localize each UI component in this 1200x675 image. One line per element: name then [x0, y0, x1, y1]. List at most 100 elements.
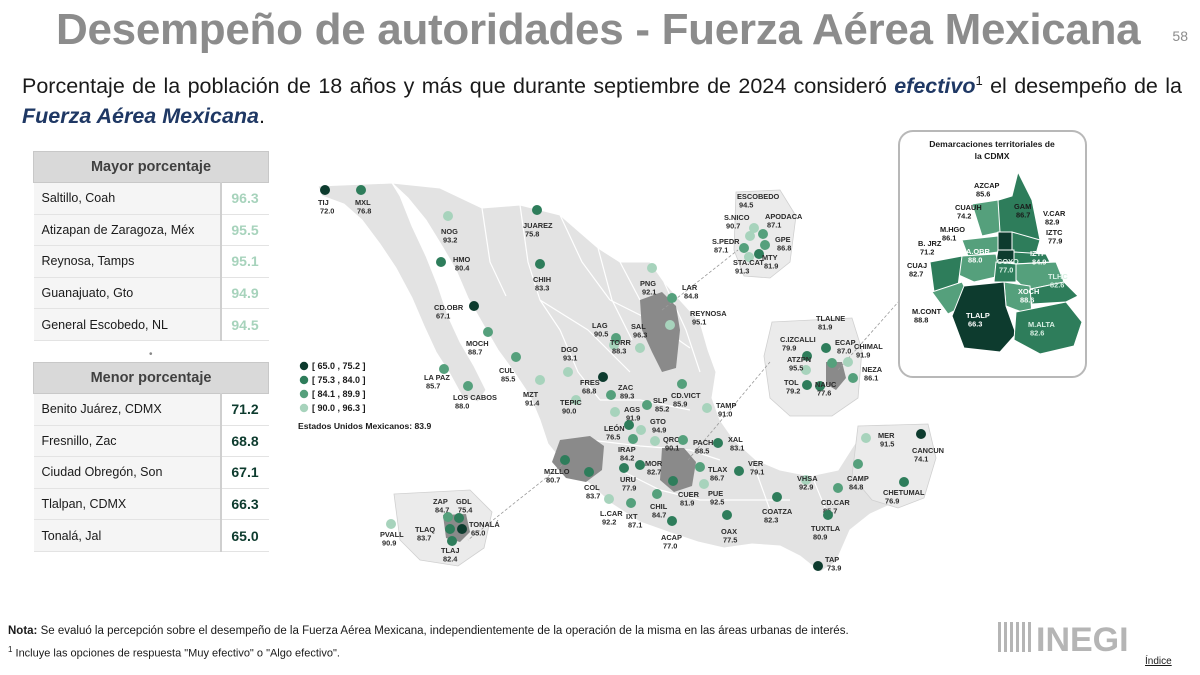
city-dot	[652, 489, 662, 499]
city-label: GPE	[775, 235, 791, 244]
city-label: IRAP	[618, 445, 636, 454]
index-link[interactable]: Índice	[1145, 656, 1172, 667]
district-label: AZCAP	[974, 181, 1000, 190]
city-dot	[628, 434, 638, 444]
city-label: TAP	[825, 555, 839, 564]
district-label: IZTP	[1030, 249, 1046, 258]
subtitle-text-1: Porcentaje de la población de 18 años y …	[22, 74, 895, 99]
table-row: Tlalpan, CDMX 66.3	[33, 488, 269, 521]
city-dot	[447, 536, 457, 546]
footnote-text: Incluye las opciones de respuesta "Muy e…	[12, 647, 340, 660]
city-dot	[899, 477, 909, 487]
city-name: Benito Juárez, CDMX	[33, 393, 221, 426]
city-dot	[827, 358, 837, 368]
district-label: TLHC	[1048, 272, 1068, 281]
city-dot	[677, 379, 687, 389]
city-dot	[469, 301, 479, 311]
city-label: DGO	[561, 345, 578, 354]
city-value: 96.3	[633, 331, 647, 340]
district-value: 74.2	[957, 212, 971, 221]
city-value: 76.5	[606, 433, 620, 442]
district-value: 82.6	[1050, 281, 1064, 290]
city-dot	[916, 429, 926, 439]
city-value: 92.1	[642, 288, 656, 297]
city-dot	[667, 516, 677, 526]
city-value: 86.8	[777, 244, 791, 253]
district-tlalp	[951, 281, 1017, 353]
city-value: 75.8	[525, 230, 539, 239]
city-label: ECAP	[835, 338, 856, 347]
city-label: LOS CABOS	[453, 393, 497, 402]
city-value: 87.0	[837, 347, 851, 356]
footnote-marker: 1	[8, 645, 13, 654]
city-name: Fresnillo, Zac	[33, 425, 221, 458]
city-label: APODACA	[765, 212, 803, 221]
city-label: MXL	[355, 198, 371, 207]
city-dot	[702, 403, 712, 413]
city-label: AGS	[624, 405, 640, 414]
city-dot	[647, 263, 657, 273]
district-coyo	[993, 261, 1017, 283]
city-label: QRO	[663, 435, 680, 444]
city-label: MZT	[523, 390, 539, 399]
city-dot	[802, 380, 812, 390]
city-value: 77.0	[663, 542, 677, 551]
city-value: 80.7	[546, 476, 560, 485]
city-dot	[758, 229, 768, 239]
city-value: 95.1	[692, 318, 706, 327]
city-value: 94.9	[219, 277, 269, 310]
separator-dot: •	[149, 349, 153, 360]
city-dot	[843, 357, 853, 367]
city-label: CD.OBR	[434, 303, 464, 312]
district-label: B. JRZ	[918, 239, 942, 248]
city-value: 91.4	[525, 399, 540, 408]
city-label: URU	[620, 475, 636, 484]
city-dot	[722, 510, 732, 520]
inegi-logo[interactable]: INEGI	[996, 618, 1174, 658]
city-value: 81.9	[680, 499, 694, 508]
city-label: LEÓN	[604, 424, 625, 433]
city-label: NOG	[441, 227, 458, 236]
inset-valle-mexico	[763, 317, 863, 417]
legend-label-2: [ 75.3 , 84.0 ]	[312, 375, 366, 385]
city-value: 92.9	[799, 483, 813, 492]
city-dot	[745, 231, 755, 241]
table-row: General Escobedo, NL 94.5	[33, 308, 269, 341]
city-label: MER	[878, 431, 895, 440]
city-name: Atizapan de Zaragoza, Méx	[33, 214, 221, 247]
city-dot	[754, 249, 764, 259]
city-label: CHETUMAL	[883, 488, 925, 497]
subtitle-highlight-effective: efectivo	[894, 74, 976, 99]
city-dot	[571, 395, 581, 405]
city-label: PNG	[640, 279, 656, 288]
city-name: Saltillo, Coah	[33, 182, 221, 215]
table-row: Saltillo, Coah 96.3	[33, 182, 269, 215]
inset-yucatan	[851, 423, 937, 509]
district-label: M.ALTA	[1028, 320, 1055, 329]
city-label: PVALL	[380, 530, 404, 539]
city-label: CD.VICT	[671, 391, 701, 400]
legend-label-4: [ 90.0 , 96.3 ]	[312, 403, 366, 413]
city-dot	[713, 438, 723, 448]
bottom-table-title: Menor porcentaje	[33, 362, 269, 394]
inset-guadalajara	[393, 489, 493, 567]
city-label: TAMP	[716, 401, 736, 410]
